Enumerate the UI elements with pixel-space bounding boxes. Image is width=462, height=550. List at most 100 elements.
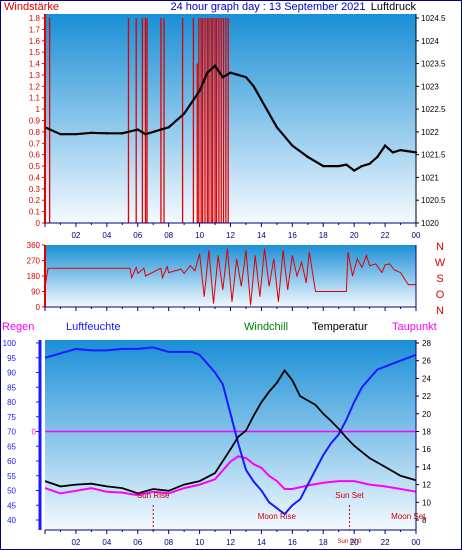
x-tick-label: 02 (71, 538, 80, 547)
wind-tick-label: 0.7 (29, 139, 41, 148)
pressure-point (221, 76, 224, 79)
x-tick-label: 14 (257, 231, 266, 240)
wind-tick-label: 0 (36, 219, 41, 228)
pressure-tick-label: 1022.5 (421, 105, 446, 114)
header-left-label: Windstärke (4, 1, 59, 13)
pressure-point (306, 155, 309, 159)
pressure-point (322, 164, 325, 168)
humidity-line (44, 346, 417, 516)
temperatur-label: Temperatur (312, 321, 368, 333)
wind-tick-label: 0.9 (29, 117, 41, 126)
event-label: Sun Set (335, 491, 364, 500)
pressure-tick-label: 1024 (421, 37, 439, 46)
regen-tick-label: 0 (32, 428, 37, 437)
pressure-point (399, 148, 402, 152)
x-tick-label: 22 (381, 231, 390, 240)
wind-tick-label: 1.8 (29, 14, 41, 23)
humidity-tick-label: 75 (7, 413, 16, 422)
wind-tick-label: 1.1 (29, 94, 41, 103)
humidity-temperature-panel (45, 340, 416, 530)
wind-tick-label: 1.3 (29, 71, 41, 80)
temperature-tick-label: 14 (422, 463, 431, 472)
pressure-point (360, 164, 364, 168)
pressure-point (198, 89, 201, 93)
temperature-tick-label: 28 (422, 339, 431, 348)
wind-tick-label: 0.6 (29, 151, 41, 160)
humidity-tick-label: 45 (7, 501, 16, 510)
temperature-line (44, 368, 417, 495)
wind-tick-label: 0.1 (29, 208, 41, 217)
header-title: 24 hour graph day : 13 September 2021 (170, 1, 365, 13)
humidity-tick-label: 40 (7, 516, 16, 525)
pressure-point (105, 132, 109, 135)
x-tick-label: 12 (226, 538, 235, 547)
wind-direction-line (44, 248, 416, 306)
humidity-tick-label: 60 (7, 457, 16, 466)
humidity-tick-label: 70 (7, 428, 16, 437)
wind-direction-panel (45, 245, 416, 307)
humidity-tick-label: 50 (7, 487, 16, 496)
pressure-tick-label: 1020.5 (421, 196, 446, 205)
pressure-point (368, 162, 371, 165)
wind-tick-label: 0.2 (29, 196, 41, 205)
regen-label: Regen (2, 321, 34, 333)
temperature-tick-label: 18 (422, 428, 431, 437)
humidity-tick-label: 80 (7, 398, 16, 407)
pressure-tick-label: 1023.5 (421, 60, 446, 69)
compass-letter: O (436, 289, 445, 301)
pressure-point (182, 112, 186, 115)
x-tick-label: 08 (164, 231, 173, 240)
humidity-tick-label: 95 (7, 354, 16, 363)
pressure-point (352, 169, 356, 172)
wind-tick-label: 0.8 (29, 128, 41, 137)
compass-letter: N (436, 305, 444, 317)
temperature-tick-label: 12 (422, 481, 431, 490)
wind-tick-label: 0.5 (29, 162, 41, 171)
humidity-tick-label: 85 (7, 383, 16, 392)
temperature-tick-label: 26 (422, 357, 431, 366)
x-tick-label: 02 (71, 231, 80, 240)
pressure-tick-label: 1024.5 (421, 14, 446, 23)
pressure-point (383, 144, 387, 147)
direction-tick-label: 0 (36, 303, 41, 312)
pressure-point (90, 131, 93, 134)
pressure-point (376, 155, 379, 159)
humidity-tick-label: 90 (7, 369, 16, 378)
temperature-tick-label: 22 (422, 392, 431, 401)
pressure-point (121, 132, 124, 135)
temperature-tick-label: 24 (422, 374, 431, 383)
pressure-point (144, 132, 147, 136)
pressure-tick-label: 1020 (421, 219, 439, 228)
humidity-tick-label: 65 (7, 442, 16, 451)
temperature-tick-label: 8 (422, 516, 427, 525)
pressure-tick-label: 1021 (421, 173, 439, 182)
x-tick-label: 14 (257, 538, 266, 547)
wind-tick-label: 1.6 (29, 37, 41, 46)
wind-tick-label: 1.2 (29, 82, 41, 91)
x-tick-label: 06 (133, 231, 142, 240)
pressure-tick-label: 1022 (421, 128, 439, 137)
humidity-tick-label: 100 (3, 339, 17, 348)
temperature-tick-label: 20 (422, 410, 431, 419)
direction-tick-label: 180 (27, 272, 41, 281)
x-tick-label: 18 (319, 231, 328, 240)
pressure-point (213, 64, 217, 68)
direction-tick-label: 90 (31, 288, 40, 297)
compass-letter: S (436, 273, 443, 285)
x-tick-label: 12 (226, 231, 235, 240)
pressure-point (136, 128, 139, 131)
pressure-point (229, 71, 232, 74)
compass-letter: N (436, 241, 444, 253)
event-label: Moon Set (391, 512, 426, 521)
pressure-point (74, 132, 78, 136)
pressure-point (391, 151, 395, 154)
luftfeuchte-label: Luftfeuchte (66, 321, 120, 333)
x-tick-label: 00 (412, 538, 421, 547)
pressure-point (59, 132, 62, 136)
pressure-tick-label: 1021.5 (421, 151, 446, 160)
pressure-point (167, 126, 170, 129)
wind-tick-label: 1.5 (29, 48, 41, 57)
compass-letter: W (435, 257, 446, 269)
